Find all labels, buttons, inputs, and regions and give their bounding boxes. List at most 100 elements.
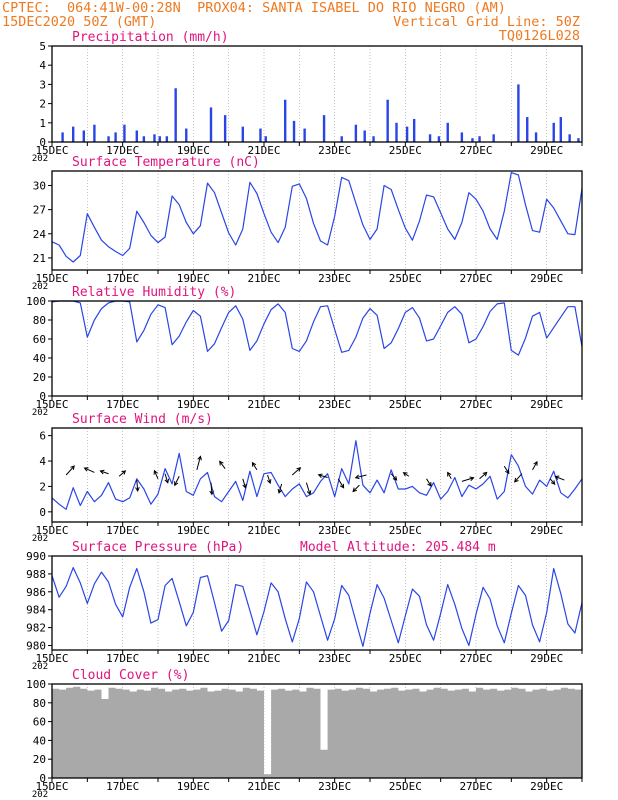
wind-arrow-head [392, 475, 398, 481]
wind-arrow-head [447, 471, 452, 477]
wind-arrow-shaft [136, 480, 139, 491]
panel-3 [48, 427, 583, 526]
wind-arrow-shaft [219, 461, 226, 469]
x-tick-label: 27DEC [459, 524, 492, 537]
x-tick-label: 29DEC [530, 272, 563, 285]
wind-arrow-shaft [514, 473, 523, 483]
y-tick-label: 1 [39, 117, 46, 130]
wind-arrow-shaft [267, 474, 271, 484]
wind-arrow-head [135, 487, 140, 492]
precip-bar [107, 136, 110, 142]
wind-arrow-shaft [118, 470, 126, 477]
precip-bar [428, 134, 432, 142]
wind-arrow-head [554, 475, 560, 480]
wind-arrow-shaft [447, 472, 452, 480]
wind-arrow-shaft [84, 467, 95, 473]
y-tick-label: 5 [39, 40, 46, 53]
wind-arrow-head [339, 483, 345, 489]
panel-1 [48, 170, 583, 274]
precip-bar [185, 128, 188, 142]
wind-arrow-head [70, 465, 75, 471]
wind-arrow-head [251, 461, 257, 467]
wind-arrow-shaft [100, 470, 109, 475]
precip-bar [142, 136, 146, 142]
wind-arrow-shaft [242, 478, 246, 488]
precip-bar [322, 115, 326, 142]
cloud-area [52, 686, 582, 778]
x-tick-label: 17DEC [106, 144, 139, 157]
wind-arrow-shaft [403, 472, 410, 477]
wind-arrow-head [174, 481, 179, 487]
x-tick-label: 19DEC [177, 524, 210, 537]
precip-bar [395, 122, 398, 142]
y-tick-label: 80 [33, 314, 46, 327]
y-tick-label: 60 [33, 716, 46, 729]
precip-bar [340, 136, 343, 142]
x-tick-label: 15DEC [35, 272, 68, 285]
panel-frame [51, 427, 583, 523]
precip-bar [114, 132, 117, 142]
y-tick-label: 0 [39, 772, 46, 785]
y-tick-label: 0 [39, 506, 46, 519]
wind-arrow-shaft [390, 473, 397, 481]
wind-arrow-head [121, 470, 127, 475]
wind-arrow-shaft [174, 476, 180, 486]
wind-arrow-shaft [164, 473, 169, 483]
x-tick-label: 17DEC [106, 272, 139, 285]
x-tick-label: 25DEC [389, 652, 422, 665]
wind-arrow-head [469, 476, 475, 481]
series-line [51, 440, 583, 510]
x-tick-label: 19DEC [177, 780, 210, 793]
panel-0 [48, 45, 583, 146]
wind-arrow-shaft [278, 483, 283, 494]
x-tick-label: 29DEC [530, 780, 563, 793]
x-tick-label: 23DEC [318, 144, 351, 157]
x-tick-label: 29DEC [530, 524, 563, 537]
x-tick-label: 25DEC [389, 524, 422, 537]
x-tick-label: 25DEC [389, 144, 422, 157]
wind-arrow-head [242, 483, 247, 489]
panel-title: Relative Humidity (%) [72, 285, 236, 300]
precip-bar [363, 130, 366, 142]
x-tick-label: 23DEC [318, 780, 351, 793]
wind-arrow-shaft [318, 474, 328, 479]
panel-frame [51, 170, 583, 271]
x-tick-label: 21DEC [247, 398, 280, 411]
chart-header: CPTEC: 064:41W-00:28N PROX04: SANTA ISAB… [0, 0, 618, 44]
wind-arrow-shaft [479, 472, 488, 480]
precip-bar [241, 126, 244, 142]
wind-arrow-head [402, 472, 408, 477]
precip-bar [471, 138, 474, 142]
wind-arrow-head [427, 481, 432, 487]
precip-bar [568, 134, 571, 142]
series-line [51, 172, 583, 263]
year-label: 202 [32, 154, 48, 164]
precip-bar [412, 118, 416, 142]
x-tick-label: 23DEC [318, 652, 351, 665]
wind-arrow-shaft [555, 476, 565, 481]
wind-arrow-head [550, 480, 556, 486]
wind-arrow-shaft [210, 482, 213, 495]
panel-frame [51, 683, 583, 779]
x-tick-label: 17DEC [106, 780, 139, 793]
wind-arrow-shaft [65, 465, 75, 476]
wind-arrow-shaft [352, 484, 360, 492]
wind-arrow-shaft [305, 482, 311, 495]
x-tick-label: 15DEC [35, 524, 68, 537]
x-tick-label: 23DEC [318, 398, 351, 411]
wind-arrow-shaft [355, 474, 367, 479]
x-tick-label: 29DEC [530, 652, 563, 665]
precip-bar [223, 115, 227, 142]
precip-bar [264, 136, 267, 142]
precip-bar [209, 107, 213, 142]
wind-arrow-head [197, 455, 202, 461]
y-tick-label: 20 [33, 753, 46, 766]
wind-arrow-head [505, 469, 510, 475]
panel-title: Cloud Cover (%) [72, 668, 189, 683]
x-tick-label: 21DEC [247, 272, 280, 285]
y-tick-label: 2 [39, 98, 46, 111]
x-tick-label: 29DEC [530, 398, 563, 411]
wind-arrow-head [219, 460, 224, 466]
x-tick-label: 17DEC [106, 398, 139, 411]
